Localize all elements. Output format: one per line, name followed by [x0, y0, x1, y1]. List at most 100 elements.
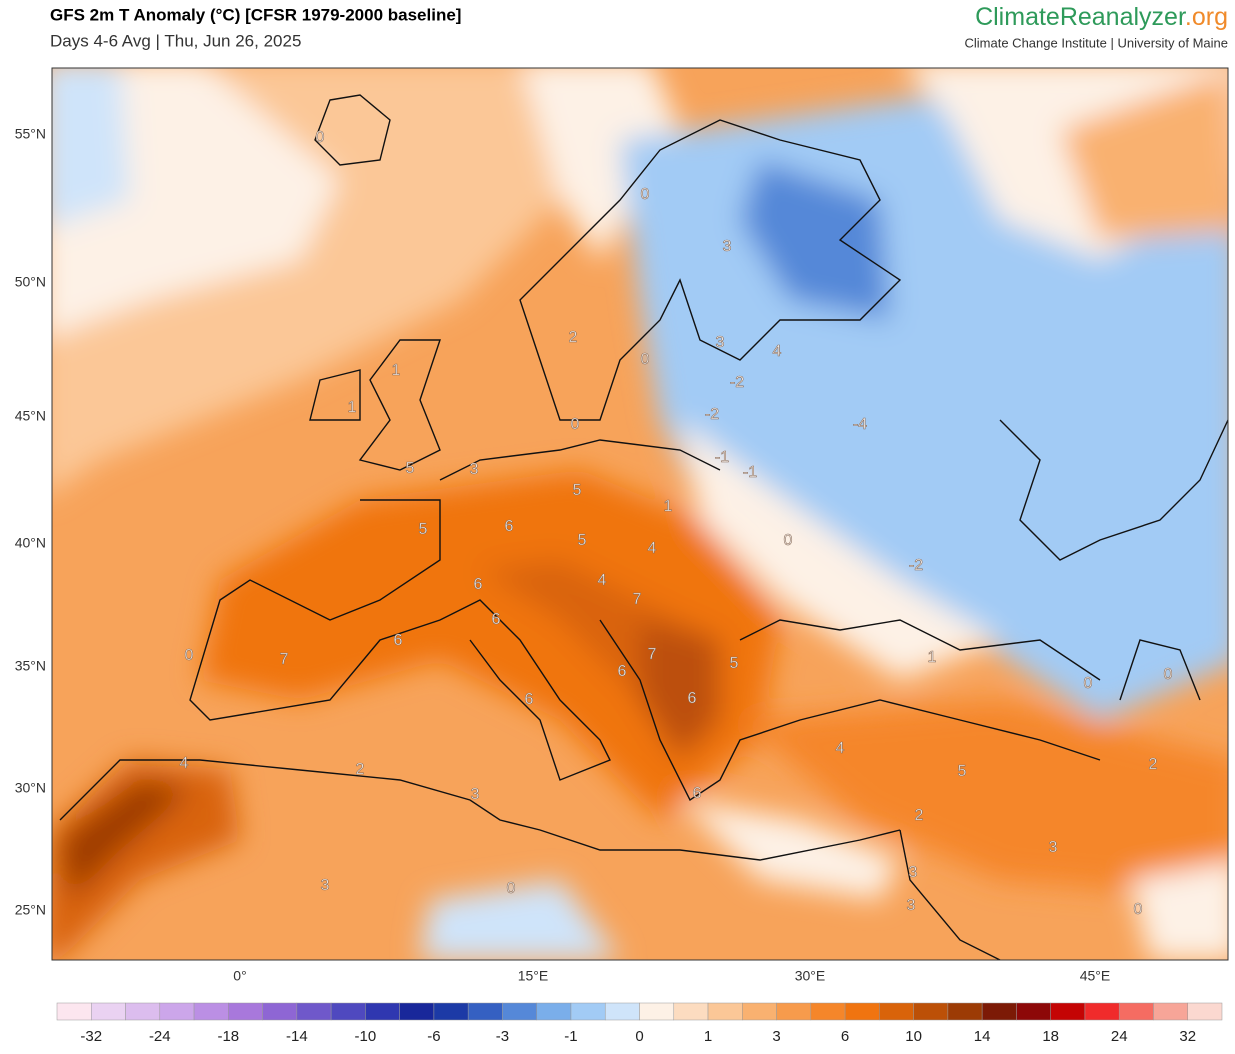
- colorbar-label: 18: [1042, 1028, 1059, 1045]
- lon-label: 30°E: [795, 968, 826, 984]
- contour-label: 3: [1049, 839, 1058, 856]
- contour-label: 7: [648, 646, 657, 663]
- colorbar-label: 24: [1111, 1028, 1128, 1045]
- colorbar-swatch: [604, 1002, 640, 1021]
- contour-label: 7: [280, 651, 289, 668]
- lon-label: 0°: [233, 968, 246, 984]
- colorbar-swatch: [467, 1002, 503, 1021]
- contour-label: 5: [958, 763, 967, 780]
- contour-label: 7: [633, 591, 642, 608]
- contour-label: 5: [406, 460, 415, 477]
- brand-name: ClimateReanalyzer: [975, 3, 1186, 31]
- colorbar-swatch: [1118, 1002, 1154, 1021]
- colorbar-swatch: [673, 1002, 709, 1021]
- contour-label: 3: [470, 461, 479, 478]
- contour-label: -4: [853, 416, 867, 433]
- colorbar-swatch: [536, 1002, 572, 1021]
- contour-label: 1: [392, 362, 401, 379]
- contour-label: 2: [1149, 756, 1158, 773]
- colorbar-swatch: [947, 1002, 983, 1021]
- contour-label: 6: [618, 663, 627, 680]
- contour-label: 4: [180, 755, 189, 772]
- contour-label: 5: [730, 655, 739, 672]
- contour-label: 2: [356, 761, 365, 778]
- colorbar-swatch: [193, 1002, 229, 1021]
- colorbar-swatch: [639, 1002, 675, 1021]
- lat-label: 55°N: [15, 126, 46, 142]
- contour-label: 6: [492, 611, 501, 628]
- colorbar-label: -6: [427, 1028, 440, 1045]
- contour-label: 0: [185, 647, 194, 664]
- contour-label: 4: [773, 343, 782, 360]
- colorbar-swatch: [1050, 1002, 1086, 1021]
- contour-label: 0: [1084, 675, 1093, 692]
- colorbar-label: 10: [905, 1028, 922, 1045]
- lon-label: 45°E: [1080, 968, 1111, 984]
- colorbar-label: -1: [564, 1028, 577, 1045]
- contour-label: 6: [394, 632, 403, 649]
- colorbar-label: 32: [1179, 1028, 1196, 1045]
- contour-label: 6: [474, 576, 483, 593]
- colorbar-swatch: [228, 1002, 263, 1021]
- colorbar-swatch: [776, 1002, 812, 1021]
- colorbar-swatch: [399, 1002, 435, 1021]
- colorbar-swatch: [913, 1002, 949, 1021]
- lat-label: 35°N: [15, 658, 46, 674]
- contour-label: 3: [909, 864, 918, 881]
- contour-label: 6: [525, 691, 534, 708]
- colorbar-swatch: [330, 1002, 366, 1021]
- contour-label: 5: [578, 532, 587, 549]
- contour-label: 6: [688, 690, 697, 707]
- title: GFS 2m T Anomaly (°C) [CFSR 1979-2000 ba…: [50, 5, 461, 24]
- colorbar-swatch: [1016, 1002, 1051, 1021]
- contour-label: 0: [571, 416, 580, 433]
- colorbar-label: -32: [80, 1028, 102, 1045]
- contour-label: 3: [716, 334, 725, 351]
- colorbar-label: 1: [704, 1028, 712, 1045]
- contour-label: 6: [505, 518, 514, 535]
- colorbar-swatch: [879, 1002, 914, 1021]
- colorbar-swatch: [1153, 1002, 1188, 1021]
- colorbar-swatch: [742, 1002, 777, 1021]
- affiliation: Climate Change Institute | University of…: [965, 35, 1229, 50]
- colorbar-label: -10: [355, 1028, 377, 1045]
- colorbar-swatch: [502, 1002, 537, 1021]
- contour-label: 0: [1164, 666, 1173, 683]
- contour-label: 4: [836, 740, 845, 757]
- contour-label: 0: [784, 532, 793, 549]
- brand-suffix: .org: [1185, 3, 1228, 31]
- contour-label: 1: [928, 649, 937, 666]
- lat-label: 45°N: [15, 408, 46, 424]
- contour-label: 6: [693, 785, 702, 802]
- contour-label: 0: [507, 880, 516, 897]
- contour-label: 0: [641, 351, 650, 368]
- colorbar-swatch: [981, 1002, 1017, 1021]
- contour-label: 1: [664, 498, 673, 515]
- contour-label: 0: [316, 129, 325, 146]
- colorbar-swatch: [365, 1002, 400, 1021]
- lat-label: 25°N: [15, 902, 46, 918]
- colorbar-swatch: [570, 1002, 606, 1021]
- colorbar-swatch: [56, 1002, 92, 1021]
- contour-label: 0: [1134, 901, 1143, 918]
- colorbar-label: 6: [841, 1028, 849, 1045]
- subtitle: Days 4-6 Avg | Thu, Jun 26, 2025: [50, 31, 301, 50]
- colorbar-label: -3: [496, 1028, 509, 1045]
- lon-label: 15°E: [518, 968, 549, 984]
- coastlines: [59, 94, 1228, 960]
- colorbar-swatch: [707, 1002, 743, 1021]
- colorbar-swatch: [810, 1002, 846, 1021]
- lat-label: 30°N: [15, 780, 46, 796]
- colorbar-label: 3: [772, 1028, 780, 1045]
- colorbar-swatch: [1084, 1002, 1120, 1021]
- colorbar-swatch: [1187, 1002, 1223, 1021]
- map-frame: [51, 67, 1229, 961]
- contour-label: 3: [723, 238, 732, 255]
- contour-label: 2: [569, 329, 578, 346]
- contour-label: 4: [648, 540, 657, 557]
- brand: ClimateReanalyzer.org: [975, 3, 1228, 31]
- contour-label: -2: [909, 557, 923, 574]
- contour-label: 0: [641, 186, 650, 203]
- colorbar-swatch: [125, 1002, 161, 1021]
